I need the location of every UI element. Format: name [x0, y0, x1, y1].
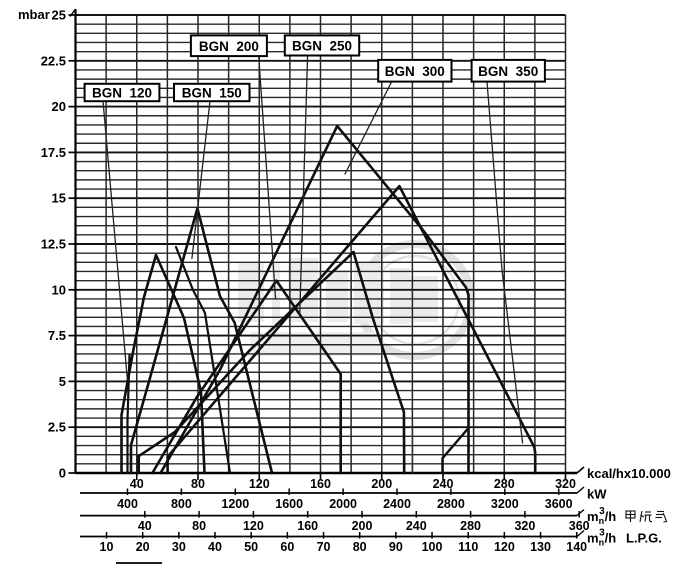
svg-text:BGN 120: BGN 120	[92, 86, 152, 101]
svg-text:160: 160	[297, 519, 318, 533]
svg-text:15: 15	[52, 191, 66, 206]
svg-text:2000: 2000	[329, 497, 357, 511]
svg-text:20: 20	[52, 99, 66, 114]
svg-text:BGN 350: BGN 350	[478, 64, 538, 79]
svg-text:50: 50	[244, 540, 258, 554]
svg-text:120: 120	[249, 477, 270, 491]
svg-text:mbar: mbar	[18, 7, 50, 22]
svg-text:BGN 200: BGN 200	[199, 39, 259, 54]
svg-text:280: 280	[494, 477, 515, 491]
svg-text:0: 0	[59, 466, 66, 481]
svg-text:400: 400	[117, 497, 138, 511]
svg-text:140: 140	[566, 540, 587, 554]
svg-text:240: 240	[433, 477, 454, 491]
svg-text:17.5: 17.5	[41, 145, 66, 160]
svg-text:280: 280	[460, 519, 481, 533]
svg-text:40: 40	[208, 540, 222, 554]
svg-text:100: 100	[422, 540, 443, 554]
svg-text:2800: 2800	[437, 497, 465, 511]
svg-text:30: 30	[172, 540, 186, 554]
svg-text:1200: 1200	[221, 497, 249, 511]
svg-text:mn3/h: mn3/h	[587, 528, 616, 548]
svg-text:10: 10	[52, 282, 66, 297]
svg-text:3600: 3600	[545, 497, 573, 511]
svg-text:320: 320	[555, 477, 576, 491]
svg-text:120: 120	[243, 519, 264, 533]
svg-text:22.5: 22.5	[41, 53, 66, 68]
svg-text:2.5: 2.5	[48, 420, 66, 435]
svg-text:mn3/h: mn3/h	[587, 506, 616, 526]
svg-text:40: 40	[138, 519, 152, 533]
svg-text:80: 80	[353, 540, 367, 554]
svg-text:5: 5	[59, 374, 66, 389]
svg-text:12.5: 12.5	[41, 237, 66, 252]
svg-text:7.5: 7.5	[48, 328, 66, 343]
svg-text:120: 120	[494, 540, 515, 554]
svg-text:240: 240	[406, 519, 427, 533]
svg-text:1600: 1600	[275, 497, 303, 511]
svg-text:320: 320	[514, 519, 535, 533]
svg-text:10: 10	[100, 540, 114, 554]
svg-text:70: 70	[317, 540, 331, 554]
svg-text:60: 60	[280, 540, 294, 554]
svg-text:kcal/hx10.000: kcal/hx10.000	[587, 466, 671, 481]
svg-text:360: 360	[569, 519, 590, 533]
svg-text:BGN 300: BGN 300	[385, 64, 445, 79]
svg-text:L.P.G.: L.P.G.	[626, 531, 662, 546]
svg-text:200: 200	[371, 477, 392, 491]
svg-text:BGN 150: BGN 150	[182, 86, 242, 101]
svg-text:80: 80	[191, 477, 205, 491]
svg-text:90: 90	[389, 540, 403, 554]
svg-text:200: 200	[352, 519, 373, 533]
svg-text:40: 40	[130, 477, 144, 491]
svg-text:800: 800	[171, 497, 192, 511]
svg-text:2400: 2400	[383, 497, 411, 511]
svg-text:110: 110	[458, 540, 478, 554]
svg-text:80: 80	[192, 519, 206, 533]
svg-text:kW: kW	[587, 487, 607, 502]
svg-text:25: 25	[52, 8, 66, 23]
svg-text:20: 20	[136, 540, 150, 554]
svg-text:3200: 3200	[491, 497, 519, 511]
svg-text:BGN 250: BGN 250	[292, 39, 352, 54]
svg-text:130: 130	[530, 540, 551, 554]
svg-text:160: 160	[310, 477, 331, 491]
